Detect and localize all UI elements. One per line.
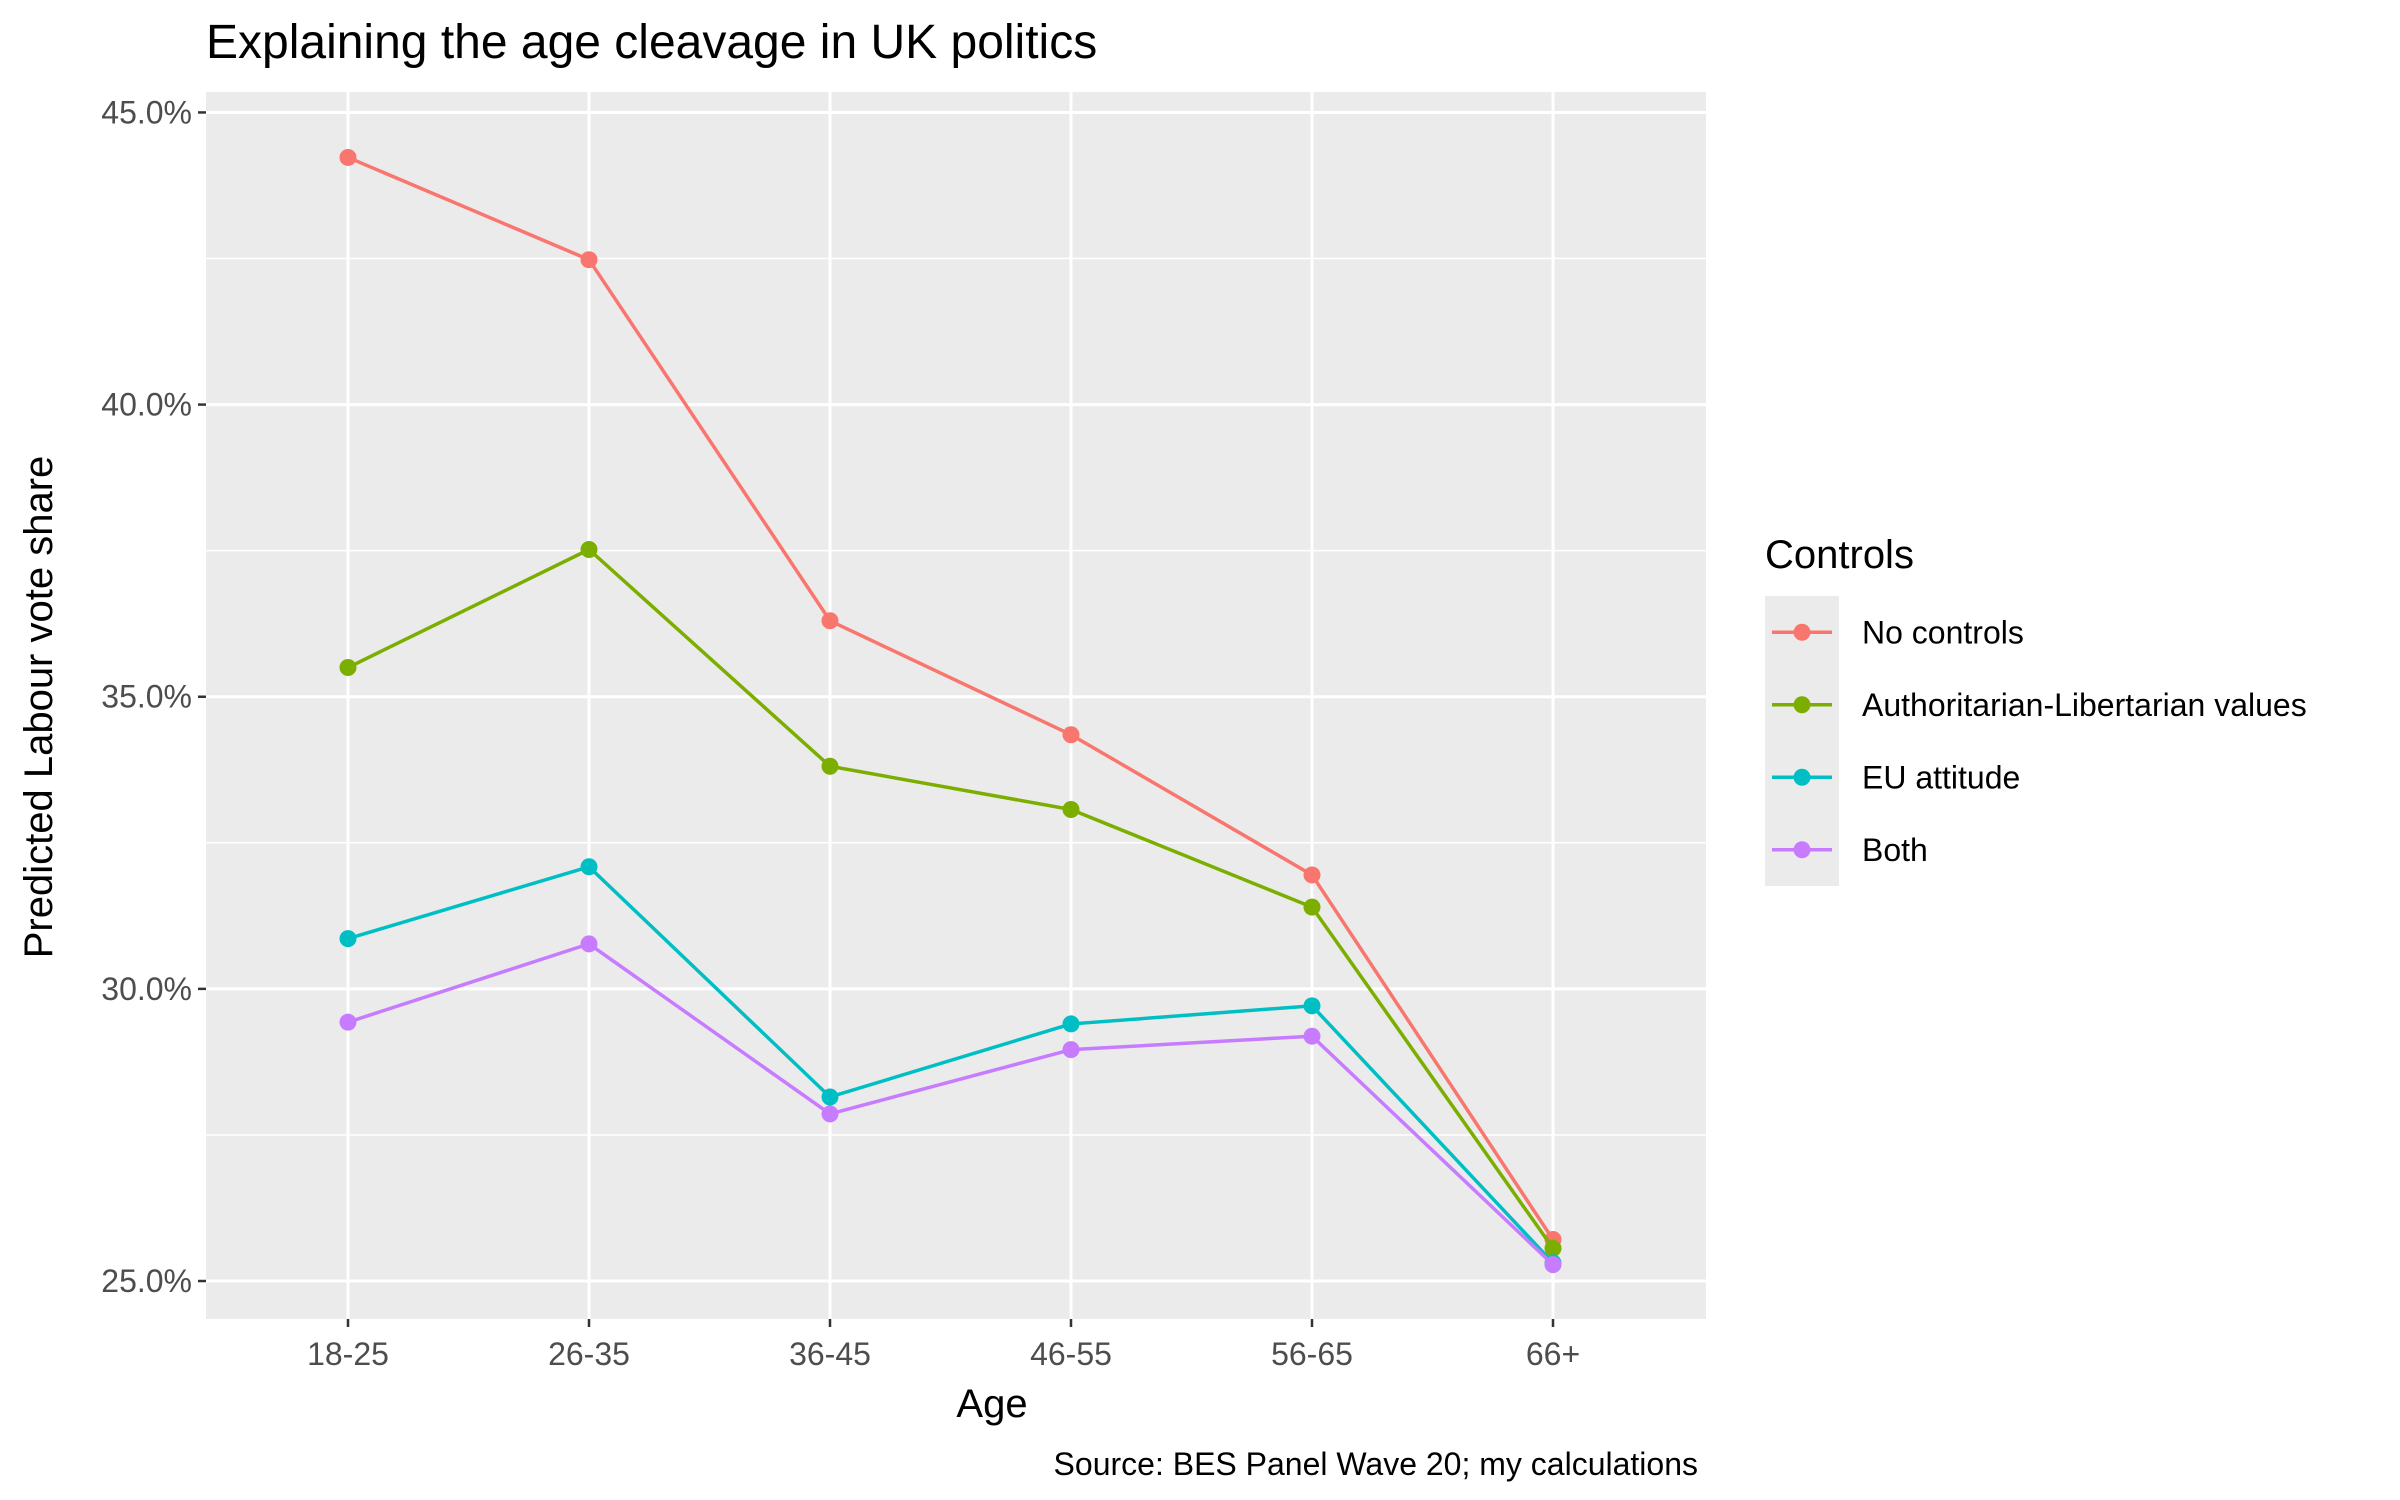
x-tick-label: 66+ <box>1526 1336 1580 1372</box>
legend-item-2: EU attitude <box>1772 759 2020 795</box>
data-point <box>580 251 598 269</box>
caption: Source: BES Panel Wave 20; my calculatio… <box>1054 1446 1698 1482</box>
data-point <box>580 935 598 953</box>
legend-item-1: Authoritarian-Libertarian values <box>1772 687 2307 723</box>
y-tick-label: 40.0% <box>101 387 192 423</box>
x-tick-label: 26-35 <box>548 1336 630 1372</box>
series-layer <box>339 148 1562 1274</box>
x-axis: 18-25 26-35 36-45 46-55 56-65 66+ <box>307 1319 1580 1372</box>
y-tick-label: 30.0% <box>101 971 192 1007</box>
chart-title: Explaining the age cleavage in UK politi… <box>206 16 1097 69</box>
data-point <box>1303 866 1321 884</box>
data-point <box>1062 1015 1080 1033</box>
data-point <box>339 930 357 948</box>
legend-item-3: Both <box>1772 832 1928 868</box>
data-point <box>580 858 598 876</box>
plot-panel <box>206 92 1706 1319</box>
legend-key-point <box>1793 768 1811 786</box>
y-axis: 25.0% 30.0% 35.0% 40.0% 45.0% <box>101 94 206 1299</box>
x-tick-label: 18-25 <box>307 1336 389 1372</box>
x-tick-label: 56-65 <box>1271 1336 1353 1372</box>
data-point <box>1303 1027 1321 1045</box>
data-point <box>821 1088 839 1106</box>
data-point <box>821 757 839 775</box>
legend-key-point <box>1793 696 1811 714</box>
series-line <box>347 155 1555 1241</box>
data-point <box>821 1105 839 1123</box>
legend-label: Authoritarian-Libertarian values <box>1862 687 2307 723</box>
x-tick-label: 36-45 <box>789 1336 871 1372</box>
data-point <box>1544 1239 1562 1257</box>
legend-label: Both <box>1862 832 1928 868</box>
x-axis-title: Age <box>956 1382 1027 1426</box>
legend-key-point <box>1793 623 1811 641</box>
minor-gridlines <box>206 257 1706 1136</box>
data-point <box>339 1013 357 1031</box>
legend-title: Controls <box>1765 533 1914 577</box>
series-1 <box>339 540 1562 1257</box>
data-point <box>821 612 839 630</box>
data-point <box>1303 997 1321 1015</box>
data-point <box>1544 1256 1562 1274</box>
data-point <box>1062 726 1080 744</box>
data-point <box>1062 801 1080 819</box>
legend: No controls Authoritarian-Libertarian val… <box>1772 614 2307 868</box>
major-gridlines <box>206 92 1706 1319</box>
series-line <box>347 865 1555 1265</box>
data-point <box>339 148 357 166</box>
legend-label: No controls <box>1862 614 2024 650</box>
legend-key-point <box>1793 841 1811 859</box>
data-point <box>1062 1041 1080 1059</box>
y-tick-label: 25.0% <box>101 1263 192 1299</box>
y-tick-label: 45.0% <box>101 94 192 130</box>
data-point <box>580 540 598 558</box>
y-axis-title: Predicted Labour vote share <box>17 456 61 959</box>
data-point <box>1303 898 1321 916</box>
x-tick-label: 46-55 <box>1030 1336 1112 1372</box>
legend-key-panel <box>1765 596 1839 886</box>
legend-item-0: No controls <box>1772 614 2024 650</box>
data-point <box>339 659 357 677</box>
series-line <box>347 942 1555 1266</box>
series-line <box>347 547 1555 1250</box>
y-tick-label: 35.0% <box>101 679 192 715</box>
series-3 <box>339 935 1562 1274</box>
legend-label: EU attitude <box>1862 759 2020 795</box>
